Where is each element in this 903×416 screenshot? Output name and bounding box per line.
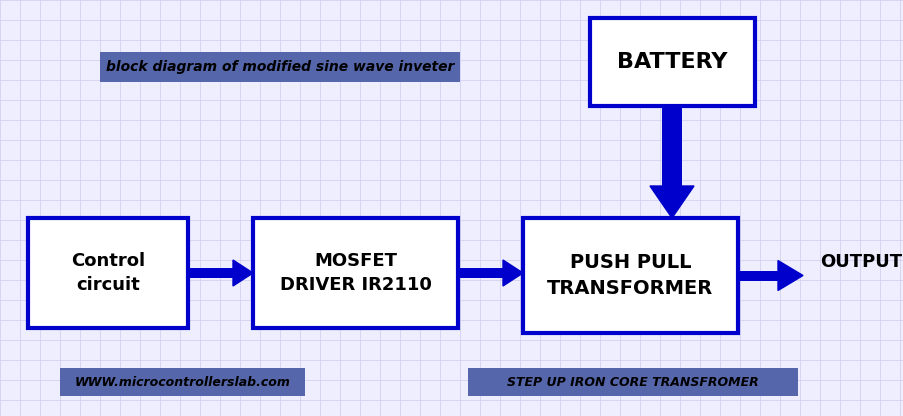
Text: WWW.microcontrollerslab.com: WWW.microcontrollerslab.com (74, 376, 290, 389)
Bar (60, 368, 304, 396)
Bar (523, 218, 737, 333)
Text: MOSFET
DRIVER IR2110: MOSFET DRIVER IR2110 (279, 252, 431, 295)
Polygon shape (233, 260, 253, 286)
Polygon shape (502, 260, 523, 286)
Bar (188, 268, 233, 278)
Polygon shape (649, 186, 694, 218)
Bar (253, 218, 458, 328)
Bar (458, 268, 502, 278)
Bar (590, 18, 754, 106)
Text: block diagram of modified sine wave inveter: block diagram of modified sine wave inve… (106, 60, 453, 74)
Bar (468, 368, 797, 396)
Bar (28, 218, 188, 328)
Text: Control
circuit: Control circuit (70, 252, 144, 295)
Text: PUSH PULL
TRANSFORMER: PUSH PULL TRANSFORMER (547, 253, 712, 298)
Polygon shape (777, 260, 802, 290)
Bar (737, 270, 777, 280)
Text: OUTPUT: OUTPUT (819, 253, 901, 271)
Text: STEP UP IRON CORE TRANSFROMER: STEP UP IRON CORE TRANSFROMER (507, 376, 758, 389)
Bar (661, 106, 681, 186)
Bar (100, 52, 460, 82)
Text: BATTERY: BATTERY (617, 52, 727, 72)
